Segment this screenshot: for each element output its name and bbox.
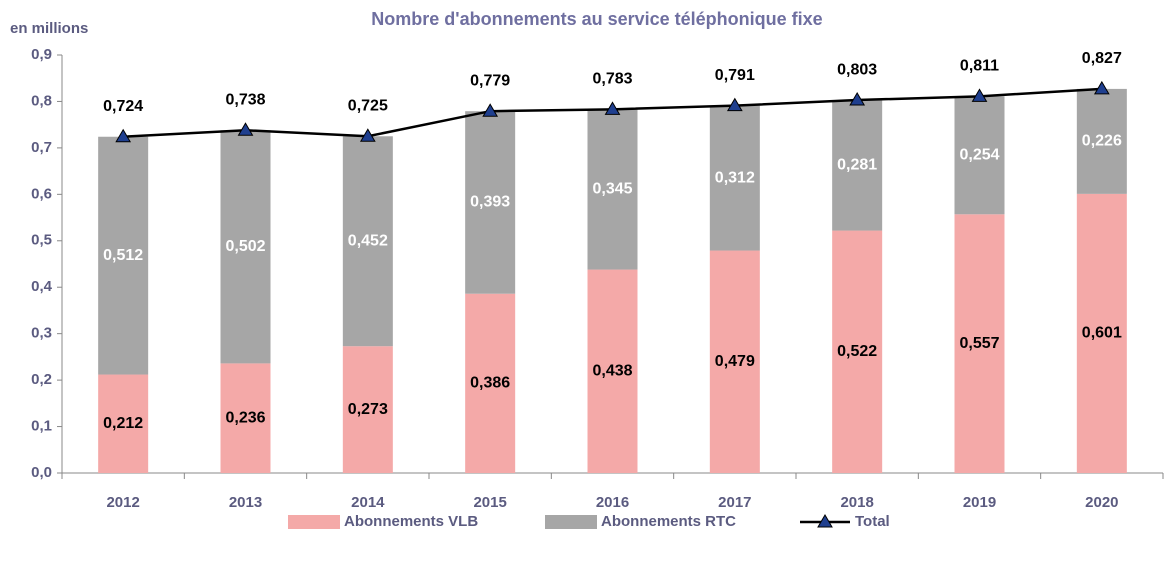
marker (237, 122, 254, 136)
x-tick-label: 2013 (229, 494, 262, 511)
line-value-label: 0,783 (592, 71, 632, 88)
marker (726, 97, 743, 112)
legend-label: Abonnements RTC (601, 513, 736, 530)
line-value-label: 0,811 (960, 58, 999, 75)
legend-label: Total (855, 513, 890, 530)
bar (220, 363, 271, 473)
bar (342, 346, 393, 473)
bar (465, 111, 516, 294)
bar (342, 136, 393, 347)
bar (98, 374, 149, 473)
y-tick-label: 0,6 (31, 185, 52, 202)
bar (709, 105, 760, 251)
bar-value-label: 0,393 (470, 194, 510, 211)
bar (1076, 193, 1127, 473)
chart-title: Nombre d'abonnements au service téléphon… (371, 9, 822, 29)
line-value-label: 0,724 (103, 98, 143, 115)
y-axis-label: en millions (10, 20, 88, 37)
y-tick-label: 0,9 (31, 46, 52, 63)
bar (1076, 88, 1127, 194)
bar (587, 109, 638, 270)
marker (482, 103, 499, 117)
bar-value-label: 0,386 (470, 375, 510, 392)
bar (954, 214, 1005, 473)
bar (465, 293, 516, 473)
bar-value-label: 0,273 (348, 401, 388, 418)
bar (709, 250, 760, 473)
y-tick-label: 0,7 (31, 139, 52, 156)
x-tick-label: 2016 (596, 494, 629, 511)
x-tick-label: 2014 (351, 494, 385, 511)
bar (98, 136, 149, 375)
legend-label: Abonnements VLB (344, 513, 478, 530)
bar-value-label: 0,522 (837, 343, 877, 360)
y-tick-label: 0,5 (31, 232, 52, 249)
marker (115, 128, 132, 143)
bar-value-label: 0,438 (592, 363, 632, 380)
line-value-label: 0,803 (837, 61, 877, 78)
y-tick-label: 0,1 (31, 418, 52, 435)
bar (220, 130, 271, 364)
bar-value-label: 0,452 (348, 232, 388, 249)
bar (832, 230, 883, 473)
y-tick-label: 0,8 (31, 92, 52, 109)
marker (1093, 80, 1110, 95)
x-tick-label: 2020 (1085, 494, 1118, 511)
line-value-label: 0,725 (348, 97, 388, 114)
bar-value-label: 0,254 (959, 147, 999, 164)
y-tick-label: 0,0 (31, 464, 52, 481)
x-tick-label: 2015 (473, 494, 506, 511)
x-tick-label: 2017 (718, 494, 751, 511)
line-value-label: 0,827 (1082, 50, 1122, 67)
y-tick-label: 0,2 (31, 371, 52, 388)
legend-marker (817, 514, 833, 528)
bar-value-label: 0,601 (1082, 325, 1122, 342)
bar-value-label: 0,479 (715, 353, 755, 370)
bar (954, 96, 1005, 215)
bar-value-label: 0,226 (1082, 133, 1122, 150)
bar-value-label: 0,212 (103, 415, 143, 432)
bar-value-label: 0,345 (592, 181, 632, 198)
y-tick-label: 0,4 (31, 278, 53, 295)
bar-value-label: 0,502 (225, 238, 265, 255)
bar (587, 269, 638, 473)
bar-value-label: 0,281 (837, 157, 877, 174)
bar-value-label: 0,236 (225, 409, 265, 426)
y-tick-label: 0,3 (31, 325, 52, 342)
marker (849, 92, 866, 106)
marker (359, 128, 376, 142)
x-tick-label: 2018 (840, 494, 873, 511)
line-value-label: 0,779 (470, 72, 510, 89)
marker (971, 88, 988, 102)
line-value-label: 0,738 (225, 91, 265, 108)
bar-value-label: 0,312 (715, 169, 755, 186)
x-tick-label: 2019 (963, 494, 996, 511)
marker (604, 101, 621, 115)
legend-swatch (288, 515, 340, 529)
bar (832, 100, 883, 231)
bar-value-label: 0,512 (103, 247, 143, 264)
line-value-label: 0,791 (715, 67, 755, 84)
x-tick-label: 2012 (106, 494, 139, 511)
bar-value-label: 0,557 (959, 335, 999, 352)
legend-swatch (545, 515, 597, 529)
